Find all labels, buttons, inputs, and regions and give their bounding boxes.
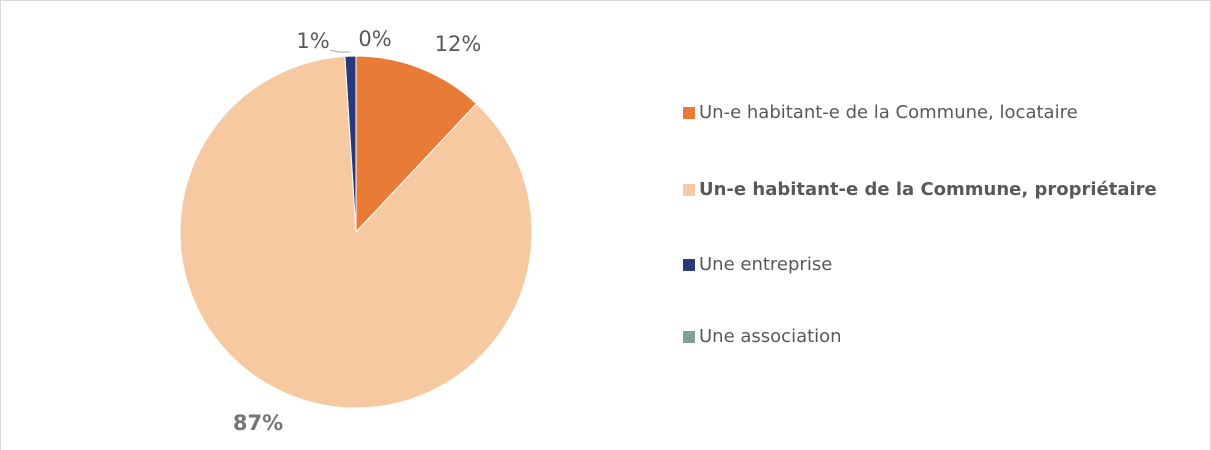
data-label: 0% (358, 27, 391, 51)
legend-label: Une association (699, 326, 842, 347)
pie-slice (355, 55, 478, 234)
data-label: 87% (233, 411, 283, 435)
data-label: 12% (435, 32, 482, 56)
legend-label: Une entreprise (699, 254, 832, 275)
legend-swatch (683, 331, 695, 343)
legend-swatch (683, 259, 695, 271)
pie-slice (344, 55, 357, 233)
legend-swatch (683, 184, 695, 196)
leader-line (329, 49, 350, 53)
data-label: 1% (296, 29, 329, 53)
legend-label: Un-e habitant-e de la Commune, locataire (699, 102, 1078, 123)
legend-swatch (683, 107, 695, 119)
pie-slice (179, 55, 533, 409)
legend-label: Un-e habitant-e de la Commune, propriéta… (699, 179, 1157, 200)
